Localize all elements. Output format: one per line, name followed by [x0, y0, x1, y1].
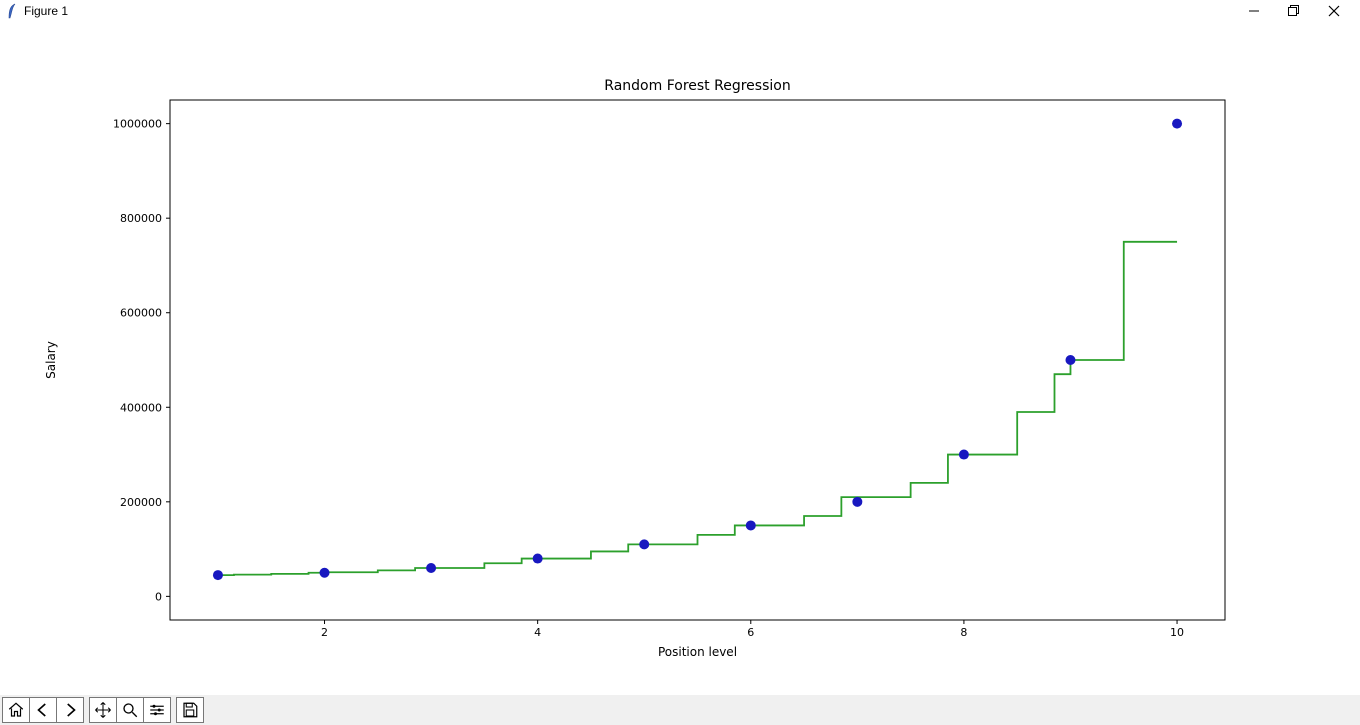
x-tick-label: 10	[1170, 626, 1184, 639]
data-point	[533, 554, 543, 564]
y-tick-label: 800000	[120, 212, 162, 225]
pan-button[interactable]	[89, 697, 117, 723]
chart-title: Random Forest Regression	[604, 78, 790, 94]
window-title: Figure 1	[24, 4, 68, 18]
forward-button[interactable]	[56, 697, 84, 723]
home-button[interactable]	[2, 697, 30, 723]
save-button[interactable]	[176, 697, 204, 723]
y-tick-label: 1000000	[113, 118, 162, 131]
back-button[interactable]	[29, 697, 57, 723]
data-point	[746, 520, 756, 530]
minimize-button[interactable]	[1234, 0, 1274, 22]
y-tick-label: 0	[155, 590, 162, 603]
data-point	[639, 539, 649, 549]
matplotlib-toolbar	[0, 695, 1360, 725]
data-point	[320, 568, 330, 578]
maximize-button[interactable]	[1274, 0, 1314, 22]
data-point	[852, 497, 862, 507]
regression-line	[218, 242, 1177, 575]
x-tick-label: 6	[747, 626, 754, 639]
zoom-button[interactable]	[116, 697, 144, 723]
window-titlebar: Figure 1	[0, 0, 1360, 22]
app-icon	[6, 4, 18, 18]
x-tick-label: 8	[960, 626, 967, 639]
close-button[interactable]	[1314, 0, 1354, 22]
x-tick-label: 2	[321, 626, 328, 639]
y-tick-label: 600000	[120, 307, 162, 320]
plot-container: 2 4 6 8 10 0 200000 400000 600000 800000 1000000 Po…	[0, 22, 1360, 695]
y-tick-label: 400000	[120, 401, 162, 414]
chart-svg: 2 4 6 8 10 0 200000 400000 600000 800000 1000000 Po…	[0, 22, 1360, 695]
data-point	[1172, 119, 1182, 129]
x-axis-label: Position level	[658, 645, 737, 659]
data-point	[426, 563, 436, 573]
data-point	[959, 450, 969, 460]
data-point	[213, 570, 223, 580]
y-axis-label: Salary	[44, 341, 58, 379]
y-tick-label: 200000	[120, 496, 162, 509]
x-tick-label: 4	[534, 626, 541, 639]
subplots-button[interactable]	[143, 697, 171, 723]
data-point	[1065, 355, 1075, 365]
